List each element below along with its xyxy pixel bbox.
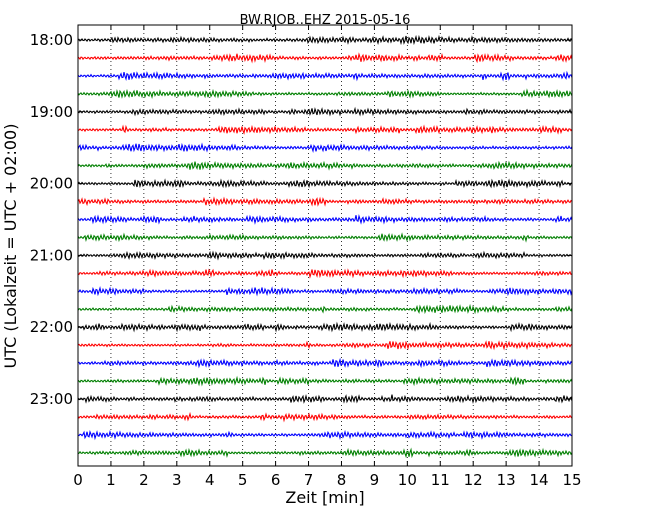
x-tick-label: 5	[238, 471, 248, 489]
trace-2230	[77, 357, 573, 369]
x-tick-label: 15	[562, 471, 581, 489]
x-tick-label: 10	[398, 471, 417, 489]
x-tick-label: 2	[139, 471, 149, 489]
y-tick-label: 20:00	[30, 175, 73, 193]
trace-2115	[77, 268, 573, 279]
x-tick-label: 12	[464, 471, 483, 489]
trace-1900	[77, 106, 573, 117]
grid-lines	[110, 25, 540, 466]
trace-1815	[77, 52, 573, 64]
x-axis-label: Zeit [min]	[285, 488, 364, 507]
trace-2245	[77, 375, 573, 387]
trace-2130	[77, 285, 573, 297]
trace-1800	[77, 34, 573, 46]
trace-2345	[77, 447, 573, 459]
y-tick-label: 21:00	[30, 246, 73, 264]
y-tick-label: 23:00	[30, 390, 73, 408]
x-tick-label: 9	[370, 471, 380, 489]
trace-1930	[77, 142, 573, 153]
x-tick-label: 7	[304, 471, 314, 489]
trace-1845	[77, 88, 573, 99]
trace-group	[77, 34, 573, 459]
trace-2045	[77, 232, 573, 243]
plot-frame	[77, 24, 573, 467]
y-tick-label: 18:00	[30, 31, 73, 49]
x-tick-label: 4	[205, 471, 215, 489]
trace-2145	[77, 303, 573, 315]
x-tick-label: 8	[337, 471, 347, 489]
trace-2200	[77, 321, 573, 333]
trace-2330	[77, 429, 573, 441]
trace-2030	[77, 214, 573, 225]
chart-title: BW.RJOB..EHZ 2015-05-16	[240, 13, 411, 28]
y-tick-label: 19:00	[30, 103, 73, 121]
x-tick-label: 13	[497, 471, 516, 489]
trace-2000	[77, 178, 573, 189]
y-axis-label: UTC (Lokalzeit = UTC + 02:00)	[1, 124, 20, 369]
x-tick-label: 3	[172, 471, 182, 489]
x-tick-label: 14	[530, 471, 549, 489]
trace-1830	[77, 70, 573, 82]
trace-2215	[77, 340, 573, 351]
trace-2300	[77, 393, 573, 405]
x-tick-label: 0	[73, 471, 83, 489]
axis-ticks: 0 1 2 3 4 5 6 7 8 9 10 11 12 13 14 1518:0019:0020:0021:…	[30, 25, 582, 489]
trace-2100	[77, 250, 573, 261]
trace-2015	[77, 196, 573, 207]
x-tick-label: 6	[271, 471, 281, 489]
x-tick-label: 11	[431, 471, 450, 489]
trace-2315	[77, 411, 573, 423]
trace-1945	[77, 160, 573, 171]
x-tick-label: 1	[106, 471, 116, 489]
trace-1915	[77, 124, 573, 135]
y-tick-label: 22:00	[30, 318, 73, 336]
